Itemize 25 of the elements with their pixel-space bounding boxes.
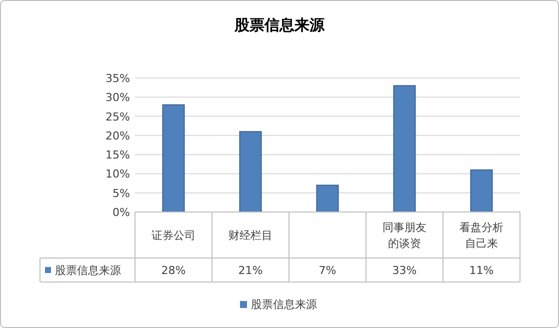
data-label: 21% <box>238 264 263 277</box>
y-tick-label: 15% <box>106 148 130 162</box>
data-label: 7% <box>318 264 336 277</box>
y-tick-label: 25% <box>106 110 130 124</box>
bar <box>162 104 185 212</box>
y-tick-label: 30% <box>106 91 130 104</box>
x-tick-label: 同事朋友的谈资 <box>382 221 426 250</box>
y-tick-label: 10% <box>106 168 130 181</box>
y-tick-label: 35% <box>106 72 130 85</box>
bar <box>316 184 339 212</box>
x-tick-label: 看盘分析自己来 <box>460 221 504 250</box>
y-tick-label: 5% <box>112 186 130 200</box>
y-tick-label: 0% <box>112 206 130 219</box>
legend-item: 股票信息来源 <box>240 298 317 311</box>
x-tick-label: 财经栏目 <box>228 229 272 242</box>
y-tick-label: 20% <box>106 129 130 142</box>
chart-title: 股票信息来源 <box>234 16 326 34</box>
bar <box>239 131 262 212</box>
bar <box>393 85 416 212</box>
data-label: 28% <box>161 264 186 277</box>
legend-label: 股票信息来源 <box>55 264 121 277</box>
bar <box>470 169 493 212</box>
data-label: 11% <box>469 264 494 277</box>
data-label: 33% <box>392 264 417 277</box>
x-tick-label: 证券公司 <box>152 229 196 242</box>
